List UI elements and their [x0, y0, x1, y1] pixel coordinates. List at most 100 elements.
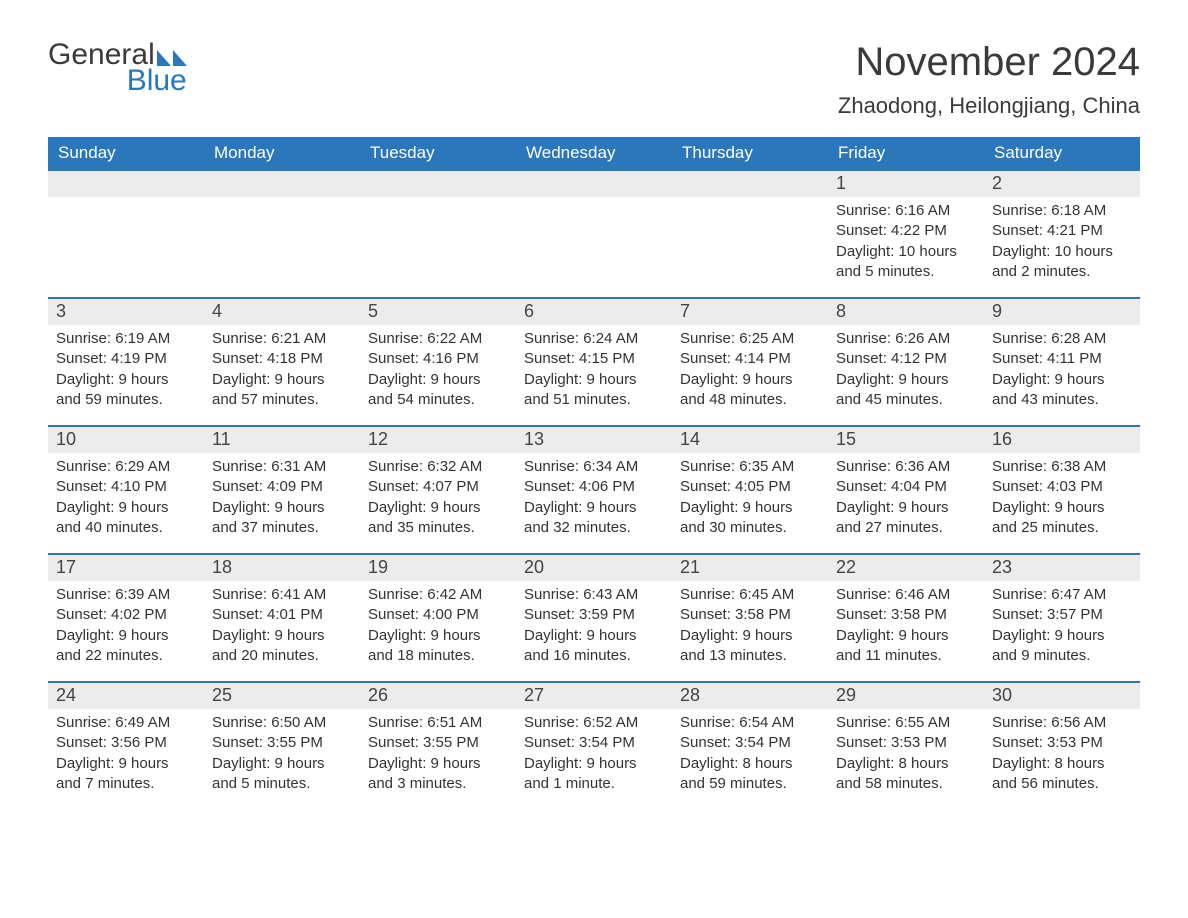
day-number: 2: [984, 171, 1140, 197]
day-cell: 16Sunrise: 6:38 AMSunset: 4:03 PMDayligh…: [984, 427, 1140, 553]
sunset-text: Sunset: 3:55 PM: [212, 733, 352, 753]
sunrise-text: Sunrise: 6:38 AM: [992, 457, 1132, 477]
empty-day-bar: [672, 171, 828, 197]
sunrise-text: Sunrise: 6:34 AM: [524, 457, 664, 477]
day-details: Sunrise: 6:49 AMSunset: 3:56 PMDaylight:…: [48, 709, 204, 802]
day-number: 6: [516, 299, 672, 325]
sunset-text: Sunset: 3:54 PM: [680, 733, 820, 753]
sunset-text: Sunset: 4:12 PM: [836, 349, 976, 369]
day-details: Sunrise: 6:35 AMSunset: 4:05 PMDaylight:…: [672, 453, 828, 546]
day-details: Sunrise: 6:25 AMSunset: 4:14 PMDaylight:…: [672, 325, 828, 418]
logo-text-blue: Blue: [106, 66, 187, 96]
sunset-text: Sunset: 4:05 PM: [680, 477, 820, 497]
day-number: 20: [516, 555, 672, 581]
day-cell: 10Sunrise: 6:29 AMSunset: 4:10 PMDayligh…: [48, 427, 204, 553]
day-cell: 3Sunrise: 6:19 AMSunset: 4:19 PMDaylight…: [48, 299, 204, 425]
daylight-text: Daylight: 8 hours and 59 minutes.: [680, 754, 820, 795]
day-number: 8: [828, 299, 984, 325]
sunrise-text: Sunrise: 6:35 AM: [680, 457, 820, 477]
sunrise-text: Sunrise: 6:49 AM: [56, 713, 196, 733]
daylight-text: Daylight: 9 hours and 51 minutes.: [524, 370, 664, 411]
day-details: Sunrise: 6:55 AMSunset: 3:53 PMDaylight:…: [828, 709, 984, 802]
daylight-text: Daylight: 10 hours and 5 minutes.: [836, 242, 976, 283]
day-cell: 23Sunrise: 6:47 AMSunset: 3:57 PMDayligh…: [984, 555, 1140, 681]
sunset-text: Sunset: 4:18 PM: [212, 349, 352, 369]
sunset-text: Sunset: 4:02 PM: [56, 605, 196, 625]
sunset-text: Sunset: 4:19 PM: [56, 349, 196, 369]
day-of-week-label: Wednesday: [516, 137, 672, 169]
sunrise-text: Sunrise: 6:46 AM: [836, 585, 976, 605]
day-cell: [516, 171, 672, 297]
day-number: 17: [48, 555, 204, 581]
sunset-text: Sunset: 4:10 PM: [56, 477, 196, 497]
sunset-text: Sunset: 4:01 PM: [212, 605, 352, 625]
sunrise-text: Sunrise: 6:47 AM: [992, 585, 1132, 605]
sunrise-text: Sunrise: 6:41 AM: [212, 585, 352, 605]
day-cell: 21Sunrise: 6:45 AMSunset: 3:58 PMDayligh…: [672, 555, 828, 681]
day-of-week-label: Thursday: [672, 137, 828, 169]
sunrise-text: Sunrise: 6:42 AM: [368, 585, 508, 605]
daylight-text: Daylight: 9 hours and 35 minutes.: [368, 498, 508, 539]
day-cell: 25Sunrise: 6:50 AMSunset: 3:55 PMDayligh…: [204, 683, 360, 809]
day-cell: 5Sunrise: 6:22 AMSunset: 4:16 PMDaylight…: [360, 299, 516, 425]
day-number: 3: [48, 299, 204, 325]
day-details: Sunrise: 6:32 AMSunset: 4:07 PMDaylight:…: [360, 453, 516, 546]
day-of-week-label: Tuesday: [360, 137, 516, 169]
daylight-text: Daylight: 9 hours and 32 minutes.: [524, 498, 664, 539]
calendar-body: 1Sunrise: 6:16 AMSunset: 4:22 PMDaylight…: [48, 169, 1140, 809]
sunrise-text: Sunrise: 6:18 AM: [992, 201, 1132, 221]
daylight-text: Daylight: 9 hours and 3 minutes.: [368, 754, 508, 795]
day-cell: 4Sunrise: 6:21 AMSunset: 4:18 PMDaylight…: [204, 299, 360, 425]
day-details: Sunrise: 6:38 AMSunset: 4:03 PMDaylight:…: [984, 453, 1140, 546]
sunset-text: Sunset: 4:04 PM: [836, 477, 976, 497]
sunrise-text: Sunrise: 6:56 AM: [992, 713, 1132, 733]
day-details: Sunrise: 6:34 AMSunset: 4:06 PMDaylight:…: [516, 453, 672, 546]
day-number: 9: [984, 299, 1140, 325]
week-row: 24Sunrise: 6:49 AMSunset: 3:56 PMDayligh…: [48, 681, 1140, 809]
sunset-text: Sunset: 4:22 PM: [836, 221, 976, 241]
day-cell: 30Sunrise: 6:56 AMSunset: 3:53 PMDayligh…: [984, 683, 1140, 809]
daylight-text: Daylight: 9 hours and 5 minutes.: [212, 754, 352, 795]
sunset-text: Sunset: 3:56 PM: [56, 733, 196, 753]
daylight-text: Daylight: 10 hours and 2 minutes.: [992, 242, 1132, 283]
day-cell: 14Sunrise: 6:35 AMSunset: 4:05 PMDayligh…: [672, 427, 828, 553]
day-details: Sunrise: 6:26 AMSunset: 4:12 PMDaylight:…: [828, 325, 984, 418]
day-details: Sunrise: 6:21 AMSunset: 4:18 PMDaylight:…: [204, 325, 360, 418]
day-number: 30: [984, 683, 1140, 709]
daylight-text: Daylight: 9 hours and 13 minutes.: [680, 626, 820, 667]
sunrise-text: Sunrise: 6:26 AM: [836, 329, 976, 349]
month-title: November 2024: [838, 40, 1140, 85]
day-details: Sunrise: 6:41 AMSunset: 4:01 PMDaylight:…: [204, 581, 360, 674]
day-number: 14: [672, 427, 828, 453]
day-cell: 15Sunrise: 6:36 AMSunset: 4:04 PMDayligh…: [828, 427, 984, 553]
day-details: Sunrise: 6:56 AMSunset: 3:53 PMDaylight:…: [984, 709, 1140, 802]
empty-day-bar: [360, 171, 516, 197]
sunset-text: Sunset: 3:53 PM: [836, 733, 976, 753]
day-number: 12: [360, 427, 516, 453]
day-cell: 20Sunrise: 6:43 AMSunset: 3:59 PMDayligh…: [516, 555, 672, 681]
day-cell: 26Sunrise: 6:51 AMSunset: 3:55 PMDayligh…: [360, 683, 516, 809]
day-cell: 12Sunrise: 6:32 AMSunset: 4:07 PMDayligh…: [360, 427, 516, 553]
daylight-text: Daylight: 9 hours and 11 minutes.: [836, 626, 976, 667]
sunset-text: Sunset: 4:09 PM: [212, 477, 352, 497]
day-details: Sunrise: 6:19 AMSunset: 4:19 PMDaylight:…: [48, 325, 204, 418]
day-details: Sunrise: 6:51 AMSunset: 3:55 PMDaylight:…: [360, 709, 516, 802]
sunset-text: Sunset: 3:58 PM: [680, 605, 820, 625]
sunrise-text: Sunrise: 6:31 AM: [212, 457, 352, 477]
sunset-text: Sunset: 4:00 PM: [368, 605, 508, 625]
day-details: Sunrise: 6:28 AMSunset: 4:11 PMDaylight:…: [984, 325, 1140, 418]
week-row: 1Sunrise: 6:16 AMSunset: 4:22 PMDaylight…: [48, 169, 1140, 297]
sunrise-text: Sunrise: 6:24 AM: [524, 329, 664, 349]
sunrise-text: Sunrise: 6:43 AM: [524, 585, 664, 605]
day-number: 1: [828, 171, 984, 197]
sunrise-text: Sunrise: 6:45 AM: [680, 585, 820, 605]
sunset-text: Sunset: 4:07 PM: [368, 477, 508, 497]
sunrise-text: Sunrise: 6:29 AM: [56, 457, 196, 477]
day-details: Sunrise: 6:47 AMSunset: 3:57 PMDaylight:…: [984, 581, 1140, 674]
daylight-text: Daylight: 8 hours and 56 minutes.: [992, 754, 1132, 795]
week-row: 3Sunrise: 6:19 AMSunset: 4:19 PMDaylight…: [48, 297, 1140, 425]
day-number: 13: [516, 427, 672, 453]
day-number: 5: [360, 299, 516, 325]
sunrise-text: Sunrise: 6:25 AM: [680, 329, 820, 349]
daylight-text: Daylight: 9 hours and 30 minutes.: [680, 498, 820, 539]
